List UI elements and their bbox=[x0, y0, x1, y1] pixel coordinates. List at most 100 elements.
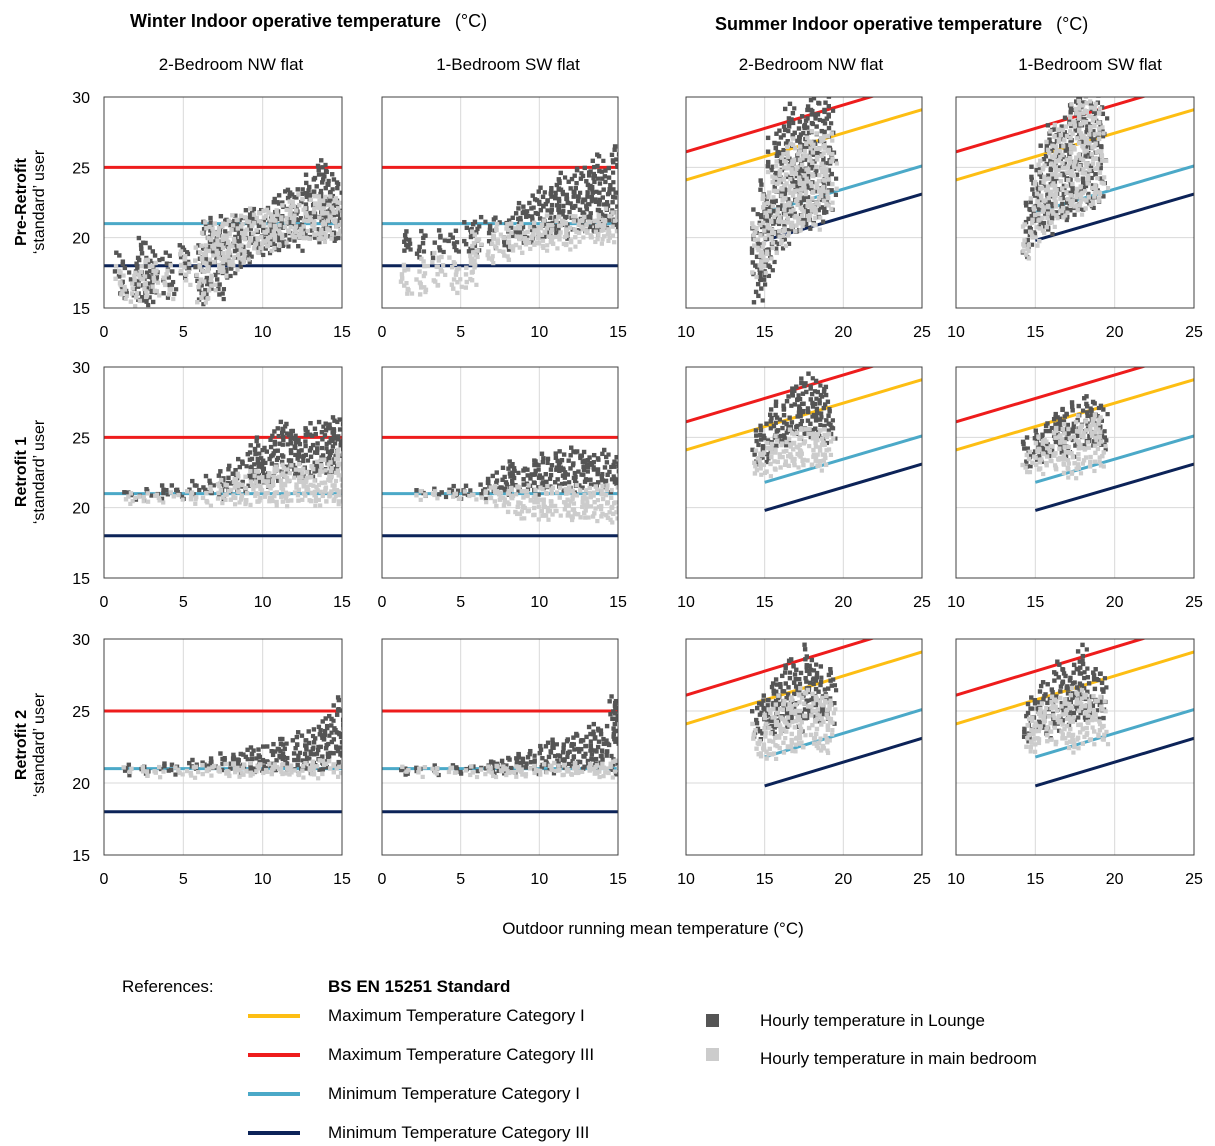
data-point bbox=[209, 759, 214, 765]
data-point bbox=[521, 489, 526, 494]
data-point bbox=[113, 276, 118, 281]
data-point bbox=[816, 178, 822, 184]
data-point bbox=[462, 238, 467, 244]
data-point bbox=[813, 146, 819, 151]
data-point bbox=[799, 213, 805, 219]
data-point bbox=[822, 178, 828, 183]
data-point bbox=[760, 205, 766, 210]
data-point bbox=[801, 401, 806, 406]
data-point bbox=[563, 503, 569, 508]
data-point bbox=[296, 498, 301, 503]
data-point bbox=[773, 170, 779, 176]
data-point bbox=[315, 488, 320, 493]
data-point bbox=[505, 254, 510, 259]
data-point bbox=[492, 499, 498, 504]
data-point bbox=[1079, 135, 1084, 140]
data-point bbox=[287, 199, 292, 204]
data-point bbox=[439, 269, 445, 274]
data-point bbox=[421, 274, 426, 279]
data-point bbox=[600, 496, 606, 502]
data-point bbox=[546, 234, 552, 239]
data-point bbox=[127, 270, 132, 275]
data-point bbox=[1061, 421, 1067, 427]
data-point bbox=[1078, 471, 1084, 476]
data-point bbox=[1028, 199, 1033, 205]
data-point bbox=[1077, 127, 1082, 132]
data-point bbox=[295, 493, 301, 498]
data-point bbox=[793, 171, 799, 177]
data-point bbox=[340, 483, 342, 488]
data-point bbox=[834, 161, 839, 166]
data-point bbox=[1073, 438, 1078, 443]
data-point bbox=[801, 143, 806, 148]
data-point bbox=[521, 477, 526, 482]
data-point bbox=[454, 269, 459, 274]
data-point bbox=[336, 181, 341, 187]
data-point bbox=[522, 466, 528, 471]
data-point bbox=[244, 464, 249, 469]
data-point bbox=[470, 256, 475, 262]
data-point bbox=[1030, 217, 1035, 222]
data-point bbox=[146, 281, 151, 286]
data-point bbox=[463, 241, 469, 247]
data-point bbox=[485, 476, 491, 482]
data-point bbox=[184, 768, 190, 774]
data-point bbox=[285, 187, 291, 193]
data-point bbox=[761, 254, 766, 259]
data-point bbox=[313, 194, 318, 199]
data-point bbox=[531, 220, 537, 225]
data-point bbox=[781, 158, 787, 164]
data-point bbox=[1098, 463, 1104, 468]
data-point bbox=[227, 250, 232, 255]
data-point bbox=[228, 766, 233, 771]
data-point bbox=[488, 485, 493, 490]
data-point bbox=[323, 232, 328, 237]
data-point bbox=[224, 221, 229, 227]
data-point bbox=[300, 231, 305, 236]
data-point bbox=[620, 199, 624, 203]
data-point bbox=[585, 458, 591, 463]
data-point bbox=[764, 257, 770, 263]
data-point bbox=[1053, 150, 1059, 155]
data-point bbox=[468, 261, 474, 266]
data-point bbox=[220, 265, 226, 270]
data-point bbox=[256, 464, 261, 469]
data-point bbox=[797, 149, 803, 154]
data-point bbox=[787, 184, 793, 189]
data-point bbox=[338, 752, 342, 757]
data-point bbox=[810, 150, 816, 155]
data-point bbox=[769, 219, 774, 225]
plot-area bbox=[104, 695, 342, 814]
data-point bbox=[765, 164, 771, 169]
data-point bbox=[799, 376, 804, 381]
data-point bbox=[203, 220, 208, 225]
data-point bbox=[517, 236, 522, 242]
data-point bbox=[264, 449, 270, 454]
data-point bbox=[261, 466, 267, 471]
data-point bbox=[777, 159, 782, 164]
data-point bbox=[829, 171, 835, 177]
data-point bbox=[248, 502, 253, 507]
data-point bbox=[614, 157, 618, 162]
data-point bbox=[540, 194, 546, 199]
data-point bbox=[1066, 467, 1071, 472]
data-point bbox=[331, 498, 336, 503]
data-point bbox=[1061, 172, 1067, 178]
data-point bbox=[556, 199, 562, 204]
data-point bbox=[1054, 210, 1059, 215]
data-point bbox=[196, 769, 201, 775]
data-point bbox=[824, 116, 830, 121]
data-point bbox=[222, 257, 228, 263]
reference-line bbox=[1034, 192, 1194, 242]
data-point bbox=[542, 504, 547, 510]
data-point bbox=[141, 499, 146, 504]
data-point bbox=[331, 432, 337, 437]
data-point bbox=[337, 215, 342, 220]
data-point bbox=[1072, 212, 1077, 217]
data-point bbox=[1074, 203, 1080, 208]
plot-area bbox=[382, 144, 624, 297]
data-point bbox=[120, 286, 125, 291]
data-point bbox=[1029, 174, 1034, 180]
data-point bbox=[437, 248, 443, 253]
data-point bbox=[620, 236, 624, 240]
